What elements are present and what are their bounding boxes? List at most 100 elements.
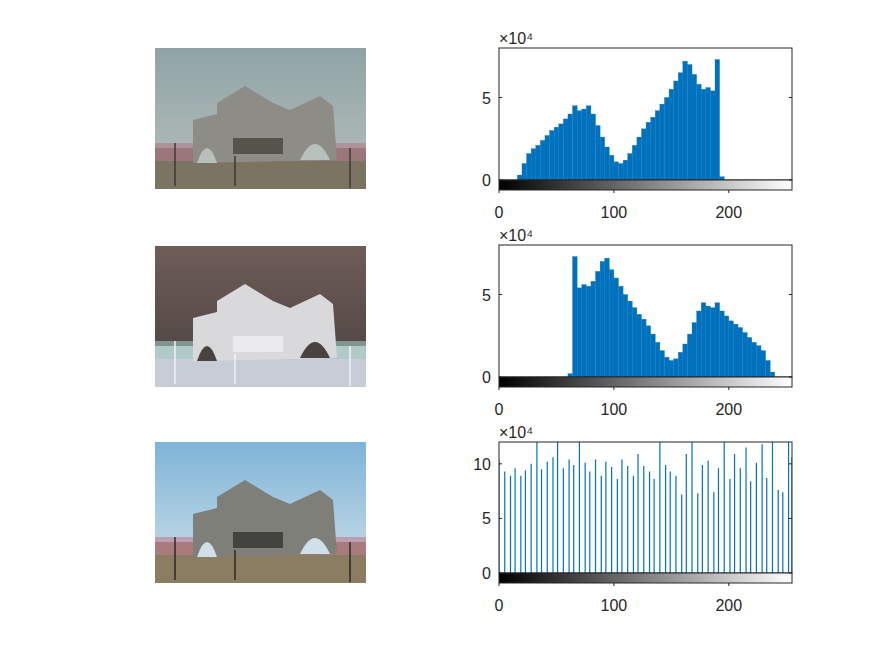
x-tick (613, 387, 614, 390)
tree (174, 143, 176, 186)
histogram-bar (655, 342, 660, 377)
histogram-bar (674, 81, 679, 180)
sky (155, 442, 366, 583)
stem (734, 454, 735, 573)
histogram-bar (646, 326, 651, 377)
histogram-bar (609, 155, 614, 180)
stem (724, 442, 725, 573)
marks (499, 442, 792, 573)
stem (788, 442, 789, 573)
tree (234, 550, 236, 580)
histogram-bar (609, 270, 614, 377)
histogram-axes: 050100200×10⁴ (482, 30, 792, 221)
stem (740, 468, 741, 573)
windows (233, 336, 283, 352)
y-tick-label: 0 (482, 369, 491, 386)
figure: 050100200×10⁴050100200×10⁴05100100200×10… (0, 0, 875, 656)
y-tick (499, 573, 502, 574)
histogram-bar (770, 372, 775, 377)
stem (601, 476, 602, 573)
histogram-bar (550, 131, 555, 181)
x-tick-label: 200 (715, 204, 742, 221)
histogram-bar (678, 352, 683, 377)
histogram-bar (517, 175, 522, 180)
histogram-bar (678, 73, 683, 180)
x-tick (499, 190, 500, 193)
stem (643, 466, 644, 573)
photo (155, 246, 366, 387)
axes-frame (499, 245, 792, 377)
histogram-bar (692, 74, 697, 180)
histogram-bar (697, 84, 702, 180)
tree (349, 148, 351, 188)
stem (766, 478, 767, 573)
stem (605, 462, 606, 573)
arch (197, 148, 217, 163)
arch (300, 342, 330, 358)
y-tick (499, 97, 502, 98)
y-tick (499, 377, 502, 378)
stem (654, 479, 655, 573)
stem (589, 471, 590, 573)
histogram-bar (710, 91, 715, 180)
stem (510, 476, 511, 573)
windows (233, 138, 283, 154)
y-tick-label: 0 (482, 172, 491, 189)
histogram-bar (669, 89, 674, 180)
stem (772, 442, 773, 573)
y-tick-label: 10 (473, 456, 491, 473)
stem (595, 459, 596, 573)
gray-colorbar (499, 180, 792, 190)
y-tick-label: 5 (482, 510, 491, 527)
stem (637, 454, 638, 573)
x-tick-label: 100 (601, 401, 628, 418)
histogram-axes: 050100200×10⁴ (482, 227, 792, 418)
histogram-bar (573, 257, 578, 377)
x-tick-label: 100 (601, 597, 628, 614)
y-tick (789, 463, 792, 464)
gray-colorbar (499, 573, 792, 583)
stem (686, 454, 687, 573)
histogram-bar (660, 351, 665, 377)
histogram-bar (563, 119, 568, 180)
stem (729, 479, 730, 573)
x-tick (499, 387, 500, 390)
y-tick-label: 5 (482, 287, 491, 304)
histogram-bar (527, 154, 532, 180)
histogram-bar (559, 124, 564, 180)
histogram-bar (605, 258, 610, 377)
histogram-bar (618, 286, 623, 377)
histogram-bar (692, 323, 697, 377)
x-tick-label: 100 (601, 204, 628, 221)
stem (585, 463, 586, 573)
tree (349, 346, 351, 386)
histogram-bar (600, 262, 605, 378)
histogram-bar (715, 60, 720, 180)
stem (750, 481, 751, 573)
histogram-bar (701, 89, 706, 180)
y-tick (499, 294, 502, 295)
histogram-bar (747, 337, 752, 377)
x-tick-label: 0 (495, 204, 504, 221)
y-tick (789, 180, 792, 181)
y-tick (789, 97, 792, 98)
tree (174, 341, 176, 384)
building (193, 480, 337, 557)
x-tick (728, 387, 729, 390)
exponent-label: ×10⁴ (499, 30, 533, 47)
histogram-bar (614, 278, 619, 377)
stem (681, 494, 682, 573)
histogram-bar (628, 301, 633, 377)
stem (617, 479, 618, 573)
histogram-bar (605, 147, 610, 180)
stem (504, 471, 505, 573)
windows (233, 532, 283, 548)
histogram-bar (582, 109, 587, 180)
stem (563, 468, 564, 573)
histogram-bar (660, 104, 665, 180)
x-tick-label: 200 (715, 401, 742, 418)
histogram-bar (591, 281, 596, 377)
histogram-bar (637, 314, 642, 377)
histogram-bar (596, 126, 601, 180)
histogram-bar (582, 285, 587, 377)
